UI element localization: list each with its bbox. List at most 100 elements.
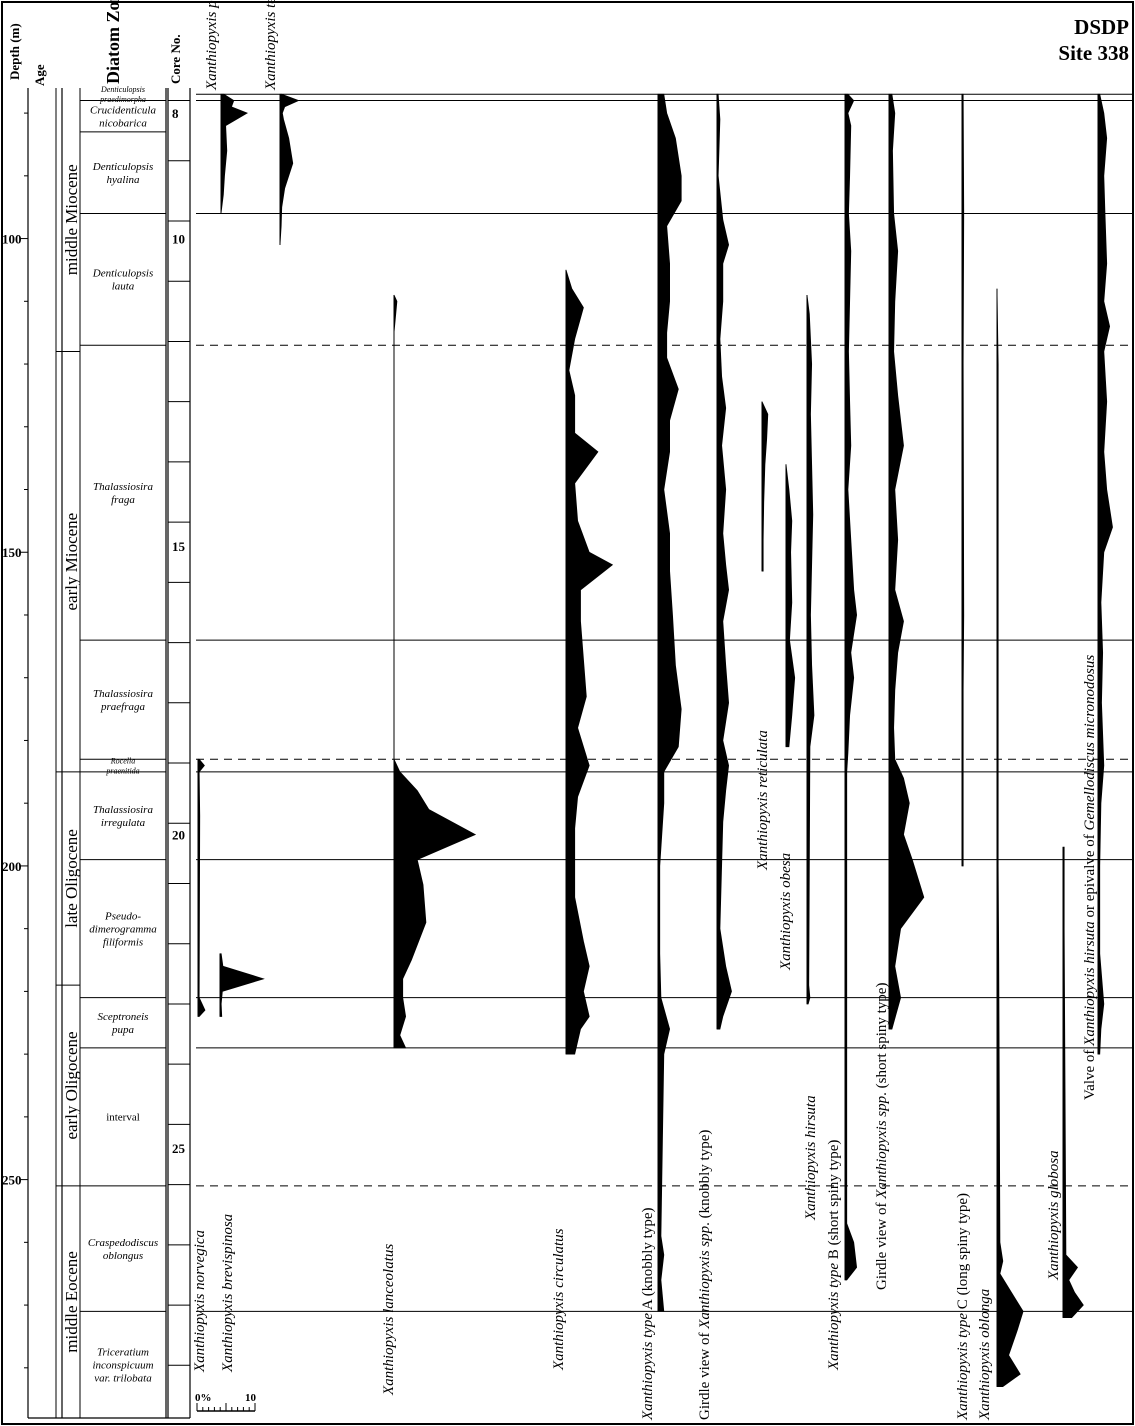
series-area (888, 93, 925, 1030)
series-label-part: Valve of (1082, 1046, 1098, 1100)
core-number: 25 (172, 1141, 186, 1156)
series-area (806, 294, 815, 1005)
core-number: 20 (172, 828, 185, 843)
depth-tick-label: 100 (2, 232, 22, 247)
series-area (393, 294, 477, 1049)
series-label: Xanthiopyxis type C (long spiny type) (955, 1193, 971, 1421)
series-area (657, 93, 682, 1312)
zone-label-line: Denticulopsis (92, 268, 154, 280)
series-label-part: Xanthiopyxis type (826, 1263, 842, 1371)
zone-label: Denticulopsis hyalina (92, 161, 154, 186)
zone-label: Rocella praenitida (105, 756, 139, 775)
zone-label-line: Thalassiosira (93, 804, 153, 816)
zone-label-line: praefraga (100, 701, 146, 713)
series-label: Valve of Xanthiopyxis hirsuta or epivalv… (1082, 655, 1098, 1100)
scale-bar: 0% 10 (195, 1392, 257, 1412)
zone-label-line: pupa (111, 1024, 135, 1036)
zone-label-line: Thalassiosira (93, 481, 153, 493)
core-number: 10 (172, 232, 185, 247)
series-label-part: Xanthiopyxis spp (697, 1225, 713, 1329)
series-label-part: B (short spiny type) (826, 1140, 842, 1263)
series-area (1062, 846, 1084, 1319)
series-label: Girdle view of Xanthiopyxis spp. (short … (874, 983, 890, 1290)
series-label-part: . (knobbly type) (697, 1130, 713, 1226)
column-headers: Depth (m) Age Diatom Zones Core No. (7, 0, 183, 86)
core-header: Core No. (168, 34, 183, 84)
series-label: Xanthiopyxis polaris (204, 0, 220, 91)
zone-label-line: Denticulopsis (92, 161, 154, 173)
zone-label: Thalassiosira irregulata (93, 804, 153, 829)
series-label-part: Xanthiopyxis circulatus (551, 1228, 567, 1371)
series-area (761, 401, 769, 572)
core-column: 8 10 15 20 25 (168, 100, 190, 1366)
depth-tick-label: 250 (2, 1173, 22, 1188)
zone-label: Crucidenticula nicobarica (90, 105, 156, 130)
series-area (996, 288, 1024, 1388)
age-header: Age (32, 64, 47, 86)
series-label-part: Xanthiopyxis type (955, 1313, 971, 1421)
chart-title: DSDP Site 338 (1058, 14, 1129, 66)
series-label: Xanthiopyxis obesa (778, 853, 794, 971)
age-label: late Oligocene (62, 829, 81, 928)
zone-label-line: interval (106, 1112, 140, 1124)
zone-label-line: var. trilobata (94, 1373, 152, 1385)
zone-label-line: hyalina (107, 174, 140, 186)
series-label: Xanthiopyxis brevispinosa (220, 1214, 236, 1373)
zone-label-line: praedimorpha (99, 95, 146, 104)
zone-label-line: praenitida (105, 766, 139, 775)
zone-label: Pseudo-dimerogramma filiformis (89, 911, 157, 949)
zone-label-line: inconspicuum (92, 1360, 153, 1372)
series-area-layer (196, 93, 1133, 1388)
series-area (1097, 93, 1113, 1055)
series-area (220, 93, 249, 214)
age-label: early Oligocene (62, 1031, 81, 1139)
zone-label: Denticulopsis praedimorpha (99, 85, 146, 104)
series-label-part: Girdle view of (874, 1199, 890, 1290)
depth-axis: 100 150 200 250 (2, 112, 28, 1369)
series-label-part: Xanthiopyxis type (640, 1313, 656, 1421)
zone-label: interval (106, 1112, 140, 1124)
series-label-part: C (long spiny type) (955, 1193, 971, 1313)
series-label-layer: Xanthiopyxis polaris Xanthiopyxis tenerop… (192, 0, 1098, 1421)
zone-label: Thalassiosira praefraga (93, 688, 153, 713)
series-area (279, 93, 300, 245)
zone-label: Denticulopsis lauta (92, 268, 154, 293)
series-area (197, 758, 206, 1017)
zone-label-line: nicobarica (99, 118, 147, 130)
age-label: middle Eocene (62, 1251, 81, 1353)
chart-title-line1: DSDP (1074, 15, 1129, 39)
series-label: Xanthiopyxis norvegica (192, 1230, 208, 1373)
zone-label: Sceptroneis pupa (98, 1011, 149, 1036)
zones-header-text: Diatom Zones (103, 0, 123, 84)
depth-header: Depth (m) (7, 23, 22, 80)
series-area (565, 269, 614, 1055)
series-label-part: . (short spiny type) (874, 983, 890, 1096)
series-area (844, 93, 858, 1281)
zone-label-line: fraga (111, 494, 135, 506)
series-label-part: Xanthiopyxis lanceolatus (381, 1244, 397, 1396)
core-number: 15 (172, 539, 186, 554)
zone-label-line: Triceratium (97, 1347, 149, 1359)
series-label-part: Xanthiopyxis oblonga (977, 1289, 993, 1421)
age-column: middle Miocene early Miocene late Oligocen… (56, 164, 81, 1353)
depth-tick-label: 150 (2, 545, 22, 560)
series-label: Girdle view of Xanthiopyxis spp. (knobbl… (697, 1130, 713, 1420)
zone-label-line: filiformis (103, 937, 143, 949)
zone-label-line: Thalassiosira (93, 688, 153, 700)
series-label: Xanthiopyxis oblonga (977, 1289, 993, 1421)
series-area (219, 953, 265, 1017)
series-label-part: Xanthiopyxis hirsuta (1082, 921, 1098, 1047)
series-label: Xanthiopyxis type B (short spiny type) (826, 1140, 842, 1371)
series-label: Xanthiopyxis reticulata (755, 730, 771, 871)
scale-bar-ten: 10 (245, 1392, 257, 1404)
series-label-part: Xanthiopyxis hirsuta (803, 1095, 819, 1221)
zone-label-line: Crucidenticula (90, 105, 156, 117)
series-area (716, 93, 732, 1030)
zone-label-line: Denticulopsis (100, 85, 145, 94)
series-label: Xanthiopyxis circulatus (551, 1228, 567, 1371)
series-label: Xanthiopyxis globosa (1046, 1150, 1062, 1281)
